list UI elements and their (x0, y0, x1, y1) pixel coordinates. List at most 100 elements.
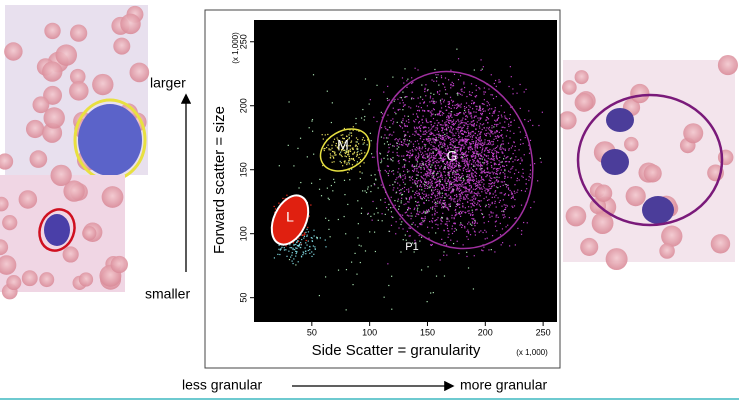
event-dot (347, 172, 349, 174)
event-dot (484, 133, 486, 135)
event-dot (447, 167, 450, 170)
event-dot (493, 177, 495, 179)
event-dot (474, 165, 476, 167)
event-dot (394, 181, 396, 183)
event-dot (461, 133, 464, 135)
event-dot (470, 163, 473, 165)
event-dot (425, 194, 428, 197)
event-dot (420, 168, 422, 170)
event-dot (541, 111, 543, 113)
event-dot (347, 152, 350, 154)
event-dot (433, 158, 435, 160)
event-dot (467, 164, 469, 166)
event-dot (453, 178, 456, 181)
event-dot (432, 100, 434, 102)
event-dot (347, 203, 349, 206)
event-dot (359, 165, 361, 167)
event-dot (472, 141, 475, 143)
event-dot (458, 126, 460, 129)
event-dot (502, 140, 504, 142)
event-dot (432, 148, 434, 150)
event-dot (419, 147, 421, 150)
event-dot (453, 200, 455, 202)
event-dot (503, 158, 505, 160)
event-dot (312, 74, 315, 76)
event-dot (451, 157, 453, 160)
event-dot (421, 84, 423, 86)
event-dot (464, 158, 466, 160)
event-dot (459, 206, 461, 209)
event-dot (518, 179, 520, 181)
event-dot (505, 157, 507, 159)
event-dot (468, 189, 470, 191)
event-dot (479, 117, 481, 119)
event-dot (434, 142, 436, 144)
event-dot (456, 179, 458, 181)
event-dot (467, 154, 469, 156)
event-dot (407, 154, 409, 156)
event-dot (442, 168, 445, 170)
event-dot (501, 151, 503, 153)
event-dot (454, 150, 456, 152)
red-cell (21, 270, 38, 287)
event-dot (468, 191, 470, 193)
event-dot (413, 194, 416, 196)
event-dot (493, 138, 495, 140)
event-dot (370, 185, 372, 187)
event-dot (475, 180, 478, 182)
event-dot (434, 148, 436, 150)
event-dot (493, 164, 496, 166)
event-dot (449, 146, 452, 149)
event-dot (470, 187, 473, 189)
event-dot (414, 121, 416, 123)
event-dot (462, 170, 464, 172)
event-dot (437, 152, 439, 155)
event-dot (338, 143, 340, 145)
event-dot (432, 113, 434, 115)
event-dot (373, 213, 375, 215)
event-dot (344, 160, 346, 162)
event-dot (388, 230, 390, 232)
event-dot (416, 205, 418, 207)
event-dot (471, 202, 473, 205)
event-dot (441, 114, 443, 116)
event-dot (502, 184, 504, 186)
event-dot (450, 239, 452, 241)
event-dot (409, 176, 411, 178)
event-dot (492, 154, 494, 157)
event-dot (441, 195, 444, 197)
event-dot (420, 151, 422, 153)
event-dot (448, 230, 450, 232)
event-dot (408, 190, 410, 192)
event-dot (459, 150, 462, 152)
event-dot (423, 174, 425, 176)
event-dot (441, 220, 443, 223)
event-dot (496, 178, 498, 181)
event-dot (291, 254, 293, 256)
event-dot (445, 194, 447, 196)
event-dot (435, 188, 437, 191)
event-dot (419, 223, 421, 225)
event-dot (475, 168, 478, 170)
event-dot (412, 133, 414, 135)
event-dot (438, 176, 440, 178)
x-axis-label: Side Scatter = granularity (312, 342, 481, 359)
event-dot (472, 173, 474, 175)
red-cell (0, 153, 14, 170)
event-dot (423, 201, 425, 204)
event-dot (440, 165, 443, 167)
event-dot (440, 223, 442, 225)
event-dot (484, 229, 486, 231)
event-dot (433, 174, 435, 177)
event-dot (434, 202, 436, 205)
event-dot (404, 140, 406, 142)
event-dot (300, 243, 302, 245)
event-dot (441, 127, 443, 129)
event-dot (330, 157, 332, 159)
event-dot (340, 148, 343, 151)
event-dot (417, 116, 419, 118)
event-dot (422, 164, 424, 166)
red-cell (562, 80, 577, 95)
event-dot (395, 192, 397, 194)
event-dot (403, 155, 405, 157)
